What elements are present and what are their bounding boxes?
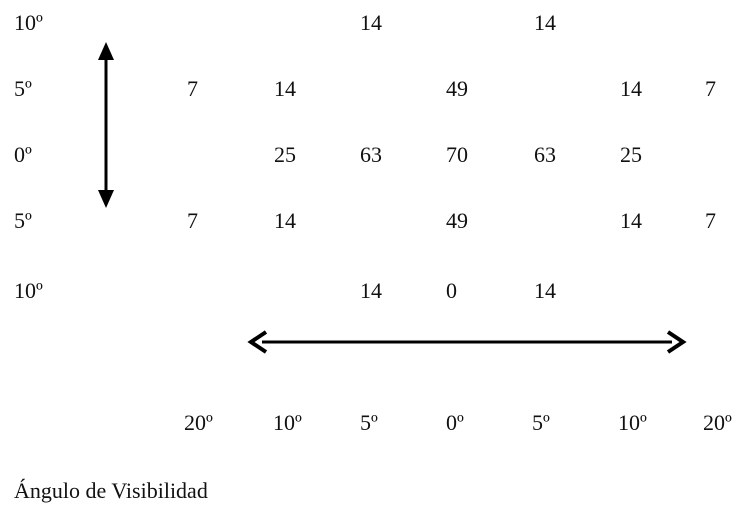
grid-cell-value: 14 (620, 76, 642, 101)
grid-cell-value: 14 (274, 208, 296, 233)
horizontal-double-arrow-icon (247, 330, 687, 354)
grid-cell-value: 14 (274, 76, 296, 101)
grid-cell-value: 14 (620, 208, 642, 233)
bottom-axis-label: 5º (360, 410, 378, 435)
grid-cell-value: 7 (187, 208, 198, 233)
row-angle-label: 5º (14, 76, 32, 101)
grid-cell-value: 63 (534, 142, 556, 167)
grid-cell-value: 25 (274, 142, 296, 167)
row-angle-label: 10º (14, 10, 43, 35)
grid-cell-value: 0 (446, 278, 457, 303)
grid-cell-value: 70 (446, 142, 468, 167)
row-angle-label: 0º (14, 142, 32, 167)
bottom-axis-label: 5º (532, 410, 550, 435)
grid-cell-value: 25 (620, 142, 642, 167)
caption: Ángulo de Visibilidad (14, 478, 208, 503)
bottom-axis-label: 10º (273, 410, 302, 435)
grid-cell-value: 14 (360, 10, 382, 35)
grid-cell-value: 49 (446, 208, 468, 233)
grid-cell-value: 7 (187, 76, 198, 101)
row-angle-label: 10º (14, 278, 43, 303)
grid-cell-value: 63 (360, 142, 382, 167)
bottom-axis-label: 20º (703, 410, 732, 435)
bottom-axis-label: 10º (618, 410, 647, 435)
bottom-axis-label: 0º (446, 410, 464, 435)
grid-cell-value: 49 (446, 76, 468, 101)
grid-cell-value: 14 (360, 278, 382, 303)
row-angle-label: 5º (14, 208, 32, 233)
grid-cell-value: 14 (534, 278, 556, 303)
grid-cell-value: 14 (534, 10, 556, 35)
bottom-axis-label: 20º (184, 410, 213, 435)
grid-cell-value: 7 (705, 208, 716, 233)
vertical-double-arrow-icon (98, 42, 114, 208)
grid-cell-value: 7 (705, 76, 716, 101)
